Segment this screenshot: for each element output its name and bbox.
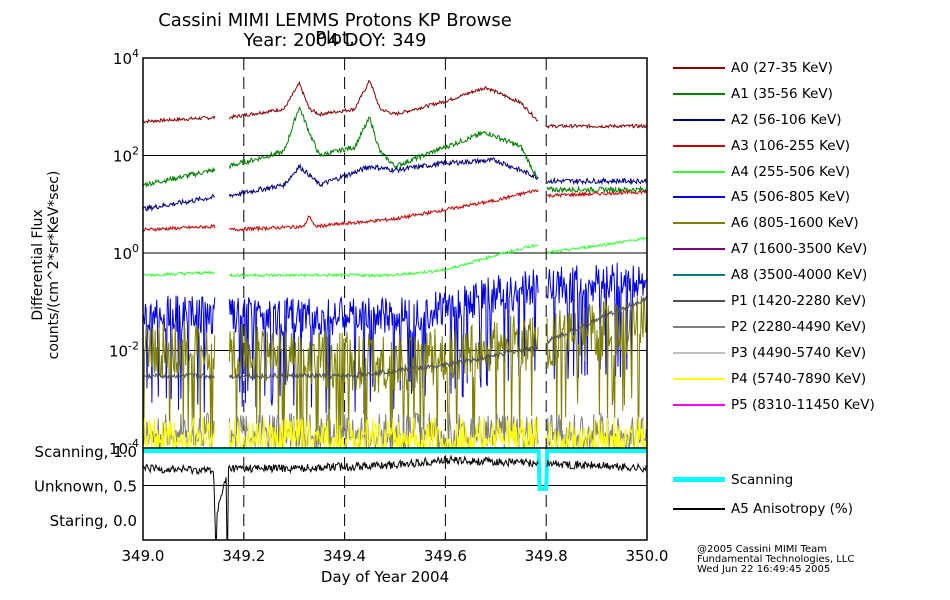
legend-swatch-A8 xyxy=(673,274,725,277)
x-tick-label-3: 349.6 xyxy=(424,547,467,565)
series-A5 xyxy=(142,262,648,414)
credits-line2: Fundamental Technologies, LLC xyxy=(697,554,855,565)
x-tick-label-1: 349.2 xyxy=(222,547,265,565)
y-tick-label-2: 100 xyxy=(113,242,139,263)
series-A1 xyxy=(142,106,647,194)
legend-label-P5: P5 (8310-11450 KeV) xyxy=(731,396,875,413)
legend-swatch-A7 xyxy=(673,248,725,251)
legend-label-A8: A8 (3500-4000 KeV) xyxy=(731,267,868,284)
legend-item-scanning: Scanning xyxy=(673,470,943,499)
legend-swatch-A3 xyxy=(673,144,725,147)
legend-label-A2: A2 (56-106 KeV) xyxy=(731,111,842,128)
plot-frame xyxy=(142,57,648,541)
legend-label-P2: P2 (2280-4490 KeV) xyxy=(731,318,867,335)
legend-label-A6: A6 (805-1600 KeV) xyxy=(731,215,859,232)
legend-label-A5: A5 (506-805 KeV) xyxy=(731,189,851,206)
mode-panel xyxy=(142,449,647,541)
y-axis-label-line1: Differential Flux xyxy=(30,209,46,321)
series-A0 xyxy=(142,79,648,130)
legend-item-A7: A7 (1600-3500 KeV) xyxy=(673,239,943,265)
legend-item-A5: A5 (506-805 KeV) xyxy=(673,187,943,213)
legend-label-A1: A1 (35-56 KeV) xyxy=(731,85,833,102)
legend-swatch-A4 xyxy=(673,170,725,173)
legend-item-P1: P1 (1420-2280 KeV) xyxy=(673,291,943,317)
y-tick-label-1: 102 xyxy=(113,145,139,166)
y-axis-label: Differential Flux counts/(cm^2*sr*KeV*se… xyxy=(30,145,62,360)
legend-lower: Scanning A5 Anisotropy (%) xyxy=(673,470,943,528)
series-A2 xyxy=(142,157,648,212)
series-anisotropy xyxy=(142,454,647,541)
x-tick-label-4: 349.8 xyxy=(525,547,568,565)
x-tick-label-5: 350.0 xyxy=(626,547,669,565)
series-A3 xyxy=(142,189,647,233)
legend-item-P5: P5 (8310-11450 KeV) xyxy=(673,395,943,421)
legend-label-anisotropy: A5 Anisotropy (%) xyxy=(731,501,853,517)
legend-label-A4: A4 (255-506 KeV) xyxy=(731,163,851,180)
legend-swatch-A2 xyxy=(673,118,725,121)
legend-swatch-A5 xyxy=(673,196,725,199)
legend-item-P3: P3 (4490-5740 KeV) xyxy=(673,343,943,369)
legend-swatch-A1 xyxy=(673,92,725,95)
series-scanning xyxy=(143,449,647,491)
legend-item-A2: A2 (56-106 KeV) xyxy=(673,110,943,136)
axes-frame xyxy=(142,57,648,541)
legend-item-P2: P2 (2280-4490 KeV) xyxy=(673,317,943,343)
series-group xyxy=(142,79,648,450)
legend-item-A3: A3 (106-255 KeV) xyxy=(673,136,943,162)
mode-label-1: Unknown, 0.5 xyxy=(34,478,137,496)
mode-label-0: Scanning, 1.0 xyxy=(34,443,137,461)
legend-swatch-P2 xyxy=(673,325,725,328)
series-A6 xyxy=(142,295,648,449)
legend-label-A3: A3 (106-255 KeV) xyxy=(731,137,851,154)
chart-title-line2: Year: 2004 DOY: 349 xyxy=(243,30,427,51)
x-tick-label-2: 349.4 xyxy=(323,547,366,565)
legend-swatch-scanning xyxy=(673,477,725,482)
mode-label-2: Staring, 0.0 xyxy=(50,512,137,530)
legend-swatch-A0 xyxy=(673,67,725,69)
series-A4 xyxy=(142,236,648,279)
legend-item-A8: A8 (3500-4000 KeV) xyxy=(673,265,943,291)
y-tick-label-3: 10-2 xyxy=(109,340,139,361)
legend-swatch-P1 xyxy=(673,300,725,303)
legend-label-P4: P4 (5740-7890 KeV) xyxy=(731,370,867,387)
legend-label-P1: P1 (1420-2280 KeV) xyxy=(731,293,867,310)
x-axis-label: Day of Year 2004 xyxy=(321,568,449,586)
y-axis-label-line2: counts/(cm^2*sr*KeV*sec) xyxy=(46,170,62,360)
legend: A0 (27-35 KeV) A1 (35-56 KeV) A2 (56-106 K… xyxy=(673,58,943,420)
credits-line1: @2005 Cassini MIMI Team xyxy=(697,544,827,555)
legend-swatch-P4 xyxy=(673,377,725,380)
legend-swatch-A6 xyxy=(673,222,725,225)
legend-label-A0: A0 (27-35 KeV) xyxy=(731,60,833,76)
legend-swatch-P5 xyxy=(673,403,725,406)
legend-item-A1: A1 (35-56 KeV) xyxy=(673,84,943,110)
legend-label-A7: A7 (1600-3500 KeV) xyxy=(731,241,868,258)
legend-item-A4: A4 (255-506 KeV) xyxy=(673,162,943,188)
x-tick-label-0: 349.0 xyxy=(122,547,165,565)
legend-swatch-anisotropy xyxy=(673,508,725,510)
legend-item-anisotropy: A5 Anisotropy (%) xyxy=(673,499,943,528)
credits: @2005 Cassini MIMI Team Fundamental Tech… xyxy=(697,545,854,575)
legend-item-A6: A6 (805-1600 KeV) xyxy=(673,213,943,239)
credits-line3: Wed Jun 22 16:49:45 2005 xyxy=(697,564,831,575)
legend-swatch-P3 xyxy=(673,351,725,354)
legend-label-P3: P3 (4490-5740 KeV) xyxy=(731,344,867,361)
legend-label-scanning: Scanning xyxy=(731,472,794,488)
legend-item-A0: A0 (27-35 KeV) xyxy=(673,58,943,84)
chart-title-line1: Cassini MIMI LEMMS Protons KP Browse Plo… xyxy=(158,10,512,49)
y-tick-label-0: 104 xyxy=(113,47,139,68)
series-P1 xyxy=(143,295,648,381)
legend-item-P4: P4 (5740-7890 KeV) xyxy=(673,369,943,395)
y-tick-label-4: 10-4 xyxy=(109,437,139,458)
